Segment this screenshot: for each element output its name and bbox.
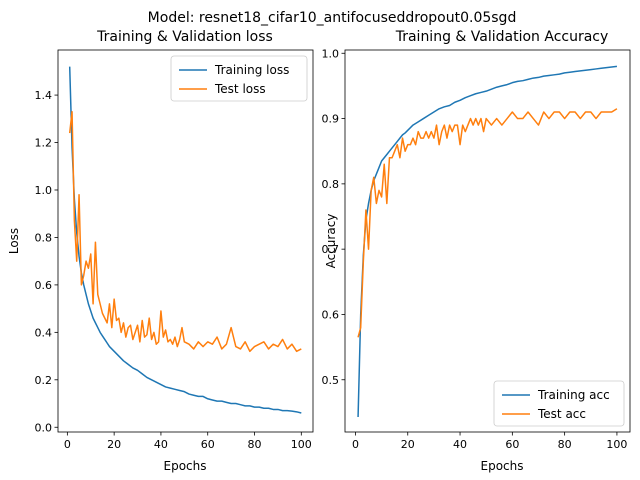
loss-ytick-label: 1.2 (35, 137, 53, 150)
accuracy-chart-title: Training & Validation Accuracy (395, 29, 609, 45)
loss-chart-title: Training & Validation loss (96, 29, 273, 45)
accuracy-legend-label-test: Test acc (537, 407, 586, 421)
loss-ytick-label: 0.8 (35, 231, 53, 244)
accuracy-legend-label-train: Training acc (537, 388, 610, 402)
figure-suptitle: Model: resnet18_cifar10_antifocuseddropo… (148, 10, 517, 26)
accuracy-xtick-label: 100 (606, 438, 627, 451)
loss-xtick-label: 20 (107, 438, 121, 451)
accuracy-chart-ylabel: Accuracy (324, 214, 338, 269)
accuracy-xtick-label: 20 (401, 438, 415, 451)
accuracy-ytick-label: 0.9 (322, 113, 340, 126)
accuracy-chart-xlabel: Epochs (481, 459, 524, 473)
accuracy-ytick-label: 1.0 (322, 47, 340, 60)
loss-xtick-label: 0 (64, 438, 71, 451)
accuracy-ytick-label: 0.8 (322, 178, 340, 191)
accuracy-xtick-label: 0 (352, 438, 359, 451)
loss-ytick-label: 0.6 (35, 279, 53, 292)
accuracy-axes-frame (344, 49, 631, 433)
accuracy-xtick-label: 80 (558, 438, 572, 451)
loss-ytick-label: 1.0 (35, 184, 53, 197)
loss-xtick-label: 40 (154, 438, 168, 451)
accuracy-ytick-label: 0.7 (322, 243, 340, 256)
loss-chart-xlabel: Epochs (164, 459, 207, 473)
loss-xtick-label: 80 (248, 438, 262, 451)
accuracy-xtick-label: 60 (505, 438, 519, 451)
loss-legend: Training loss Test loss (170, 55, 308, 102)
loss-series-train-line (68, 66, 302, 414)
loss-xtick-label: 60 (201, 438, 215, 451)
accuracy-series-train-line (357, 65, 618, 417)
loss-chart-ylabel: Loss (7, 228, 21, 254)
loss-ytick-label: 1.4 (35, 89, 53, 102)
loss-ytick-label: 0.0 (35, 421, 53, 434)
loss-ytick-label: 0.2 (35, 374, 53, 387)
loss-legend-label-test: Test loss (214, 82, 266, 96)
accuracy-legend: Training acc Test acc (493, 380, 625, 427)
accuracy-xtick-label: 40 (453, 438, 467, 451)
loss-xtick-label: 100 (291, 438, 312, 451)
accuracy-ytick-label: 0.5 (322, 374, 340, 387)
loss-chart: Training & Validation loss Epochs Loss 0… (7, 29, 314, 473)
loss-legend-label-train: Training loss (214, 63, 289, 77)
accuracy-chart: Training & Validation Accuracy Epochs Ac… (322, 29, 631, 473)
loss-series-test-line (68, 110, 302, 353)
accuracy-ytick-label: 0.6 (322, 308, 340, 321)
accuracy-series-test-line (357, 108, 618, 338)
loss-ytick-label: 0.4 (35, 326, 53, 339)
loss-axes-frame (57, 49, 314, 433)
